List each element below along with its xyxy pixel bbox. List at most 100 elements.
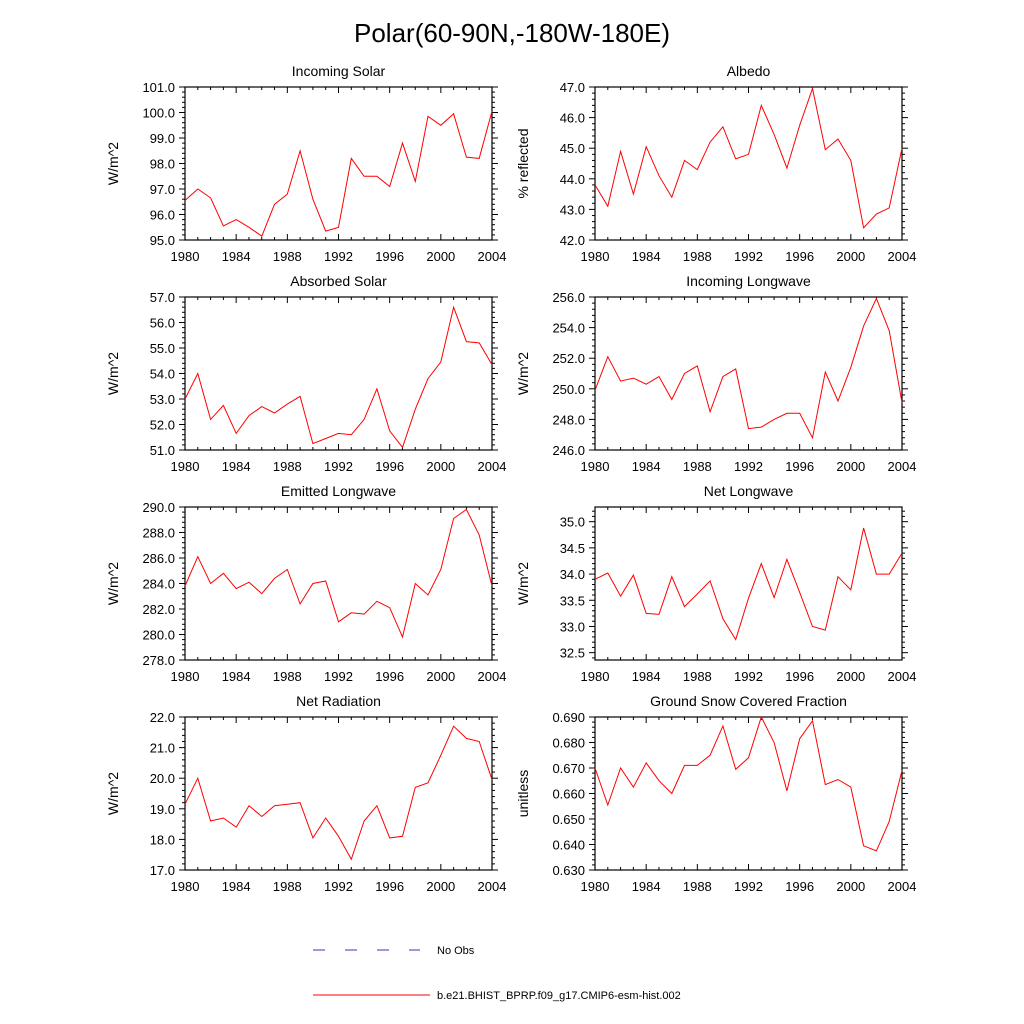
y-tick-label: 284.0 <box>142 577 175 592</box>
y-tick-label: 46.0 <box>560 111 585 126</box>
x-tick-label: 1992 <box>324 879 353 894</box>
y-tick-label: 44.0 <box>560 172 585 187</box>
x-tick-label: 1992 <box>734 459 763 474</box>
y-tick-label: 99.0 <box>150 131 175 146</box>
y-tick-label: 35.0 <box>560 515 585 530</box>
panel-title: Incoming Solar <box>292 63 386 79</box>
y-axis-label: W/m^2 <box>515 352 531 395</box>
x-tick-label: 1980 <box>171 879 200 894</box>
y-tick-label: 95.0 <box>150 233 175 248</box>
plot-frame <box>184 716 493 871</box>
y-tick-label: 53.0 <box>150 392 175 407</box>
y-axis-label: W/m^2 <box>105 562 121 605</box>
panel-absorbed-solar: 1980 1984 1988 1992 1996 2000 2004 51.0 52.0 53.0… <box>105 273 506 474</box>
y-axis-label: unitless <box>515 770 531 817</box>
y-tick-label: 246.0 <box>552 443 585 458</box>
x-tick-label: 1988 <box>273 879 302 894</box>
x-tick-label: 1984 <box>632 249 661 264</box>
y-tick-label: 18.0 <box>150 832 175 847</box>
x-tick-label: 2000 <box>426 249 455 264</box>
y-tick-label: 33.0 <box>560 619 585 634</box>
y-tick-label: 34.5 <box>560 541 585 556</box>
y-tick-label: 100.0 <box>142 106 175 121</box>
x-tick-label: 2004 <box>478 249 507 264</box>
y-tick-label: 248.0 <box>552 412 585 427</box>
panel-title: Emitted Longwave <box>281 483 396 499</box>
x-tick-label: 2004 <box>888 459 917 474</box>
y-tick-label: 288.0 <box>142 526 175 541</box>
panel-albedo: 1980 1984 1988 1992 1996 2000 2004 42.0 43.0 44.0… <box>515 63 916 264</box>
x-tick-label: 1980 <box>581 459 610 474</box>
x-tick-label: 1996 <box>785 249 814 264</box>
y-tick-label: 96.0 <box>150 208 175 223</box>
x-tick-label: 1992 <box>734 669 763 684</box>
x-tick-label: 1988 <box>683 669 712 684</box>
plot-frame <box>184 296 493 451</box>
x-tick-label: 1996 <box>375 459 404 474</box>
y-axis-label: W/m^2 <box>515 562 531 605</box>
y-tick-label: 256.0 <box>552 290 585 305</box>
legend: No Obs b.e21.BHIST_BPRP.f09_g17.CMIP6-es… <box>313 945 681 1002</box>
x-tick-label: 1988 <box>683 459 712 474</box>
x-tick-label: 1984 <box>222 249 251 264</box>
x-tick-label: 1984 <box>632 879 661 894</box>
y-tick-label: 54.0 <box>150 367 175 382</box>
y-tick-label: 20.0 <box>150 771 175 786</box>
panel-title: Absorbed Solar <box>290 273 387 289</box>
plot-frame <box>184 86 493 241</box>
x-tick-label: 1980 <box>171 459 200 474</box>
x-tick-label: 2000 <box>426 879 455 894</box>
legend-model-label: b.e21.BHIST_BPRP.f09_g17.CMIP6-esm-hist.… <box>437 990 681 1002</box>
panel-incoming-longwave: 1980 1984 1988 1992 1996 2000 2004 246.0 248.0 25… <box>515 273 916 474</box>
x-tick-label: 2004 <box>478 669 507 684</box>
series-line <box>594 715 903 852</box>
y-axis-label: % reflected <box>515 128 531 198</box>
y-tick-label: 250.0 <box>552 382 585 397</box>
x-tick-label: 1996 <box>785 669 814 684</box>
panel-incoming-solar: 1980 1984 1988 1992 1996 2000 2004 95.0 96.0 97.0… <box>105 63 506 264</box>
y-tick-label: 34.0 <box>560 567 585 582</box>
series-line <box>594 527 903 641</box>
y-tick-label: 0.670 <box>552 761 585 776</box>
plot-frame <box>594 506 903 661</box>
y-tick-label: 47.0 <box>560 80 585 95</box>
x-tick-label: 1996 <box>375 249 404 264</box>
x-tick-label: 2000 <box>836 669 865 684</box>
y-tick-label: 0.630 <box>552 863 585 878</box>
y-tick-label: 45.0 <box>560 141 585 156</box>
y-tick-label: 42.0 <box>560 233 585 248</box>
y-tick-label: 254.0 <box>552 321 585 336</box>
y-tick-label: 0.690 <box>552 710 585 725</box>
series-line <box>184 725 493 861</box>
y-tick-label: 252.0 <box>552 351 585 366</box>
y-tick-label: 280.0 <box>142 628 175 643</box>
panel-title: Incoming Longwave <box>686 273 811 289</box>
panel-title: Net Longwave <box>704 483 794 499</box>
y-tick-label: 33.5 <box>560 593 585 608</box>
x-tick-label: 1988 <box>683 879 712 894</box>
y-tick-label: 56.0 <box>150 316 175 331</box>
y-axis-label: W/m^2 <box>105 142 121 185</box>
x-tick-label: 2000 <box>836 459 865 474</box>
x-tick-label: 2000 <box>426 459 455 474</box>
y-tick-label: 32.5 <box>560 646 585 661</box>
x-tick-label: 1988 <box>273 459 302 474</box>
x-tick-label: 1980 <box>171 669 200 684</box>
x-tick-label: 1984 <box>632 669 661 684</box>
y-tick-label: 19.0 <box>150 802 175 817</box>
x-tick-label: 2000 <box>836 879 865 894</box>
y-axis-label: W/m^2 <box>105 352 121 395</box>
x-tick-label: 1996 <box>375 669 404 684</box>
y-tick-label: 0.640 <box>552 838 585 853</box>
y-tick-label: 98.0 <box>150 157 175 172</box>
x-tick-label: 1984 <box>222 459 251 474</box>
y-tick-label: 290.0 <box>142 500 175 515</box>
x-tick-label: 1984 <box>222 669 251 684</box>
y-tick-label: 55.0 <box>150 341 175 356</box>
y-tick-label: 43.0 <box>560 202 585 217</box>
y-tick-label: 52.0 <box>150 418 175 433</box>
x-tick-label: 1988 <box>683 249 712 264</box>
plot-frame <box>594 716 903 871</box>
y-tick-label: 51.0 <box>150 443 175 458</box>
